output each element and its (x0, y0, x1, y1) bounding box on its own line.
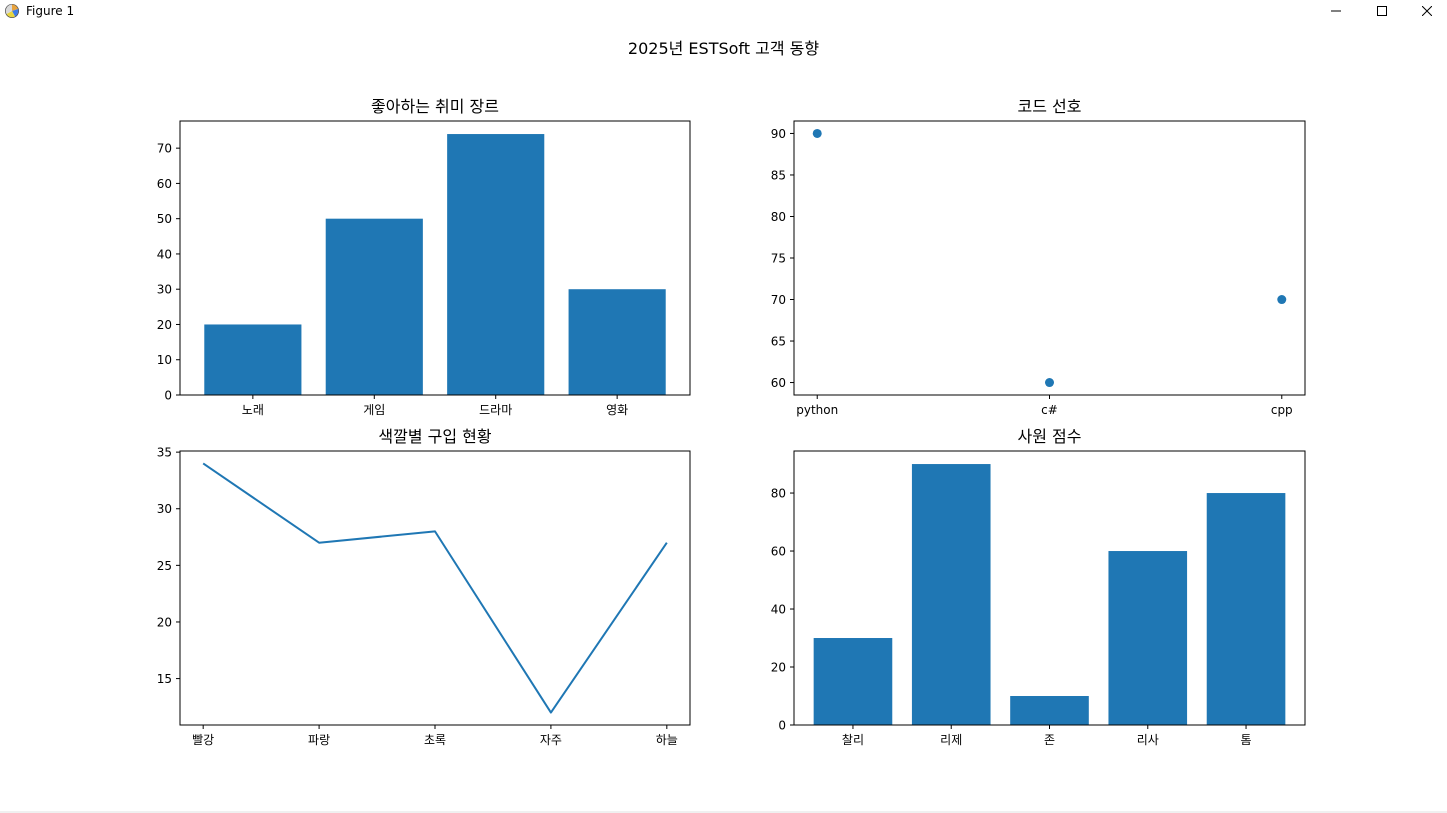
y-tick-label: 35 (157, 446, 172, 460)
y-tick-label: 70 (771, 293, 786, 307)
bar-영화 (568, 289, 666, 395)
window-title: Figure 1 (26, 4, 75, 18)
subplot-title: 사원 점수 (1018, 427, 1082, 446)
y-tick-label: 40 (157, 247, 172, 261)
point-cpp (1277, 295, 1287, 305)
x-tick-label: 찰리 (842, 733, 864, 747)
maximize-icon (1377, 6, 1387, 16)
bar-게임 (325, 218, 423, 395)
bar-리제 (911, 464, 991, 725)
subplot-title: 코드 선호 (1018, 97, 1082, 116)
window-titlebar: Figure 1 (0, 0, 1447, 22)
bar-드라마 (447, 134, 545, 396)
point-c# (1045, 378, 1054, 388)
subplot-1: 좋아하는 취미 장르 0 10 20 30 40 50 60 70 노래 게임 드라마 영화 (157, 97, 691, 417)
y-tick-label: 60 (771, 376, 786, 390)
y-tick-label: 90 (771, 127, 786, 141)
y-tick-label: 20 (157, 318, 172, 332)
bar-찰리 (813, 638, 893, 725)
y-tick-label: 60 (157, 177, 172, 191)
y-tick-label: 70 (157, 142, 172, 156)
y-tick-label: 30 (157, 283, 172, 297)
subplot-title: 좋아하는 취미 장르 (371, 97, 499, 116)
y-tick-label: 65 (771, 335, 786, 349)
y-tick-label: 0 (778, 719, 786, 733)
window-bottom-edge (0, 811, 1447, 813)
minimize-button[interactable] (1313, 0, 1359, 22)
subplot-title: 색깔별 구입 현황 (378, 427, 491, 446)
x-tick-label: 리제 (940, 733, 962, 747)
y-tick-label: 15 (157, 672, 172, 686)
bar-노래 (204, 324, 302, 395)
axes-frame (793, 120, 1306, 396)
y-tick-label: 10 (157, 353, 172, 367)
x-tick-label: 초록 (424, 733, 446, 747)
x-tick-label: cpp (1271, 403, 1293, 417)
bar-존 (1010, 696, 1089, 725)
close-button[interactable] (1404, 0, 1447, 22)
axes-frame (179, 120, 691, 396)
x-tick-label: 톰 (1241, 733, 1252, 747)
figure-title: 2025년 ESTSoft 고객 동향 (628, 39, 819, 58)
y-tick-label: 50 (157, 212, 172, 226)
y-tick-label: 60 (771, 545, 786, 559)
x-tick-label: 리사 (1137, 733, 1159, 747)
x-tick-label: 파랑 (308, 733, 330, 747)
subplot-2: 코드 선호 60 65 70 75 80 85 90 python c# cpp (771, 97, 1306, 417)
subplot-3: 색깔별 구입 현황 15 20 25 30 35 빨강 파랑 초록 자주 하늘 (157, 427, 691, 747)
matplotlib-figure-icon (4, 3, 20, 19)
y-tick-label: 20 (157, 615, 172, 629)
y-tick-label: 85 (771, 168, 786, 182)
y-tick-label: 30 (157, 502, 172, 516)
x-tick-label: 영화 (606, 403, 628, 417)
y-tick-label: 25 (157, 559, 172, 573)
y-tick-label: 0 (164, 389, 172, 403)
axes-frame (179, 450, 691, 726)
x-tick-label: 하늘 (656, 733, 678, 747)
x-tick-label: 빨강 (192, 733, 214, 747)
bar-톰 (1206, 493, 1286, 725)
subplot-4: 사원 점수 0 20 40 60 80 찰리 리제 존 리사 톰 (771, 427, 1306, 747)
x-tick-label: 드라마 (479, 403, 512, 417)
y-tick-label: 20 (771, 661, 786, 675)
point-python (812, 128, 822, 138)
maximize-button[interactable] (1359, 0, 1405, 22)
y-tick-label: 80 (771, 487, 786, 501)
x-tick-label: 게임 (363, 403, 385, 417)
y-tick-label: 80 (771, 210, 786, 224)
minimize-icon (1331, 6, 1341, 16)
x-tick-label: 노래 (242, 403, 264, 417)
y-tick-label: 40 (771, 603, 786, 617)
x-tick-label: 존 (1044, 733, 1055, 747)
x-tick-label: python (796, 403, 838, 417)
y-tick-label: 75 (771, 252, 786, 266)
close-icon (1422, 6, 1432, 16)
series-line (202, 462, 668, 714)
bar-리사 (1108, 551, 1188, 725)
x-tick-label: c# (1041, 403, 1058, 417)
x-tick-label: 자주 (540, 733, 562, 747)
